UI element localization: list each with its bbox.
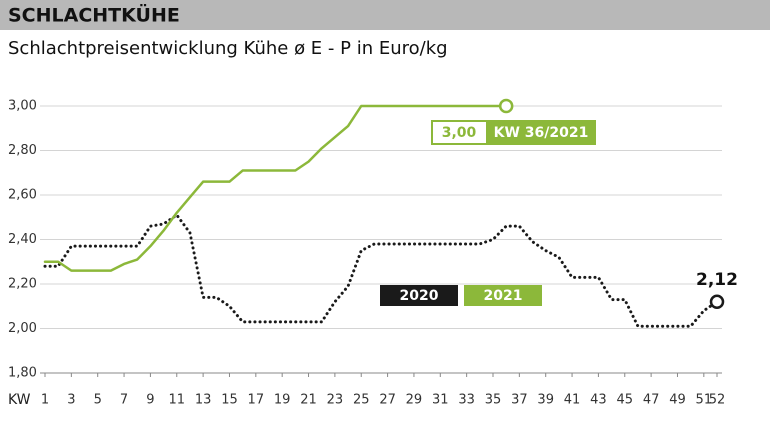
x-tick-label: 19 [274,393,291,408]
x-tick-label: 21 [300,393,317,408]
legend-swatch [464,285,542,306]
legend-label: 2020 [400,288,439,304]
legend-swatch [380,285,458,306]
y-tick-label: 2,40 [8,232,37,247]
chart-title: Schlachtpreisentwicklung Kühe ø E - P in… [8,38,448,59]
x-tick-label: 31 [432,393,449,408]
x-tick-label: 5 [94,393,102,408]
y-tick-label: 2,20 [8,277,37,292]
x-tick-label: 39 [537,393,554,408]
x-tick-label: 3 [67,393,75,408]
x-tick-label: 45 [616,393,633,408]
end-marker [498,98,514,114]
x-tick-label: 29 [406,393,423,408]
x-tick-label: 15 [221,393,238,408]
x-tick-label: 35 [485,393,502,408]
x-tick-label: 52 [709,393,726,408]
y-tick-label: 2,60 [8,188,37,203]
x-tick-label: 33 [458,393,475,408]
x-tick-label: 11 [168,393,185,408]
y-tick-label: 3,00 [8,99,37,114]
series-line [43,104,508,272]
y-tick-label: 1,80 [8,366,37,381]
x-tick-label: 49 [669,393,686,408]
header-bar [0,0,770,30]
header: SCHLACHTKÜHE [8,3,180,27]
value-label: 2,12 [696,270,738,290]
value-label: 3,00 [442,125,477,141]
period-label: KW 36/2021 [494,125,589,141]
series-line [43,213,719,328]
legend-label: 2021 [484,288,523,304]
x-tick-label: 41 [564,393,581,408]
x-tick-label: 25 [353,393,370,408]
x-axis-label: KW [8,392,31,408]
x-tick-label: 43 [590,393,607,408]
x-tick-label: 7 [120,393,128,408]
x-tick-label: 27 [379,393,396,408]
y-tick-label: 2,80 [8,143,37,158]
period-label-box [487,120,596,145]
x-tick-label: 47 [643,393,660,408]
x-tick-label: 1 [41,393,49,408]
x-tick-label: 37 [511,393,528,408]
x-tick-label: 17 [248,393,265,408]
x-tick-label: 13 [195,393,212,408]
y-tick-label: 2,00 [8,321,37,336]
end-marker [709,294,725,310]
x-tick-label: 51 [696,393,713,408]
x-tick-label: 23 [327,393,344,408]
x-tick-label: 9 [146,393,154,408]
